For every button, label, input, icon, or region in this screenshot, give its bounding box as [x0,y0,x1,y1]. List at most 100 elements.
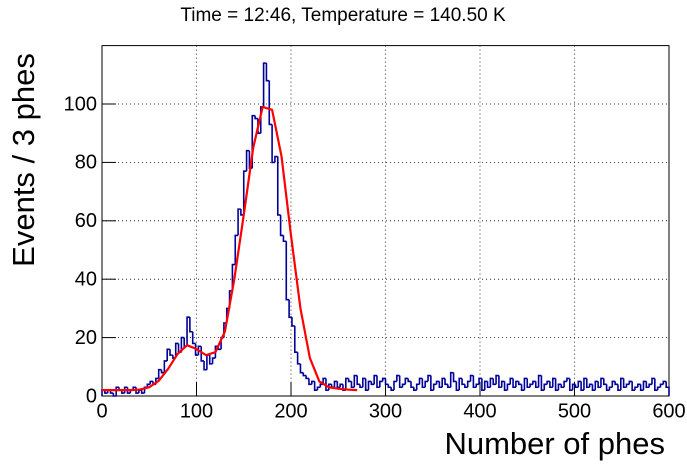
histogram-bin [325,378,329,391]
histogram-bin [597,381,601,389]
histogram-bin [461,378,465,386]
histogram-bin [481,378,485,391]
histogram-bin [651,377,655,385]
histogram-bin [498,375,502,389]
histogram-bin [146,383,151,388]
x-tick-label: 600 [652,400,685,422]
y-tick-label: 60 [75,210,97,232]
histogram-bin [472,375,477,389]
histogram-bin [268,80,273,126]
histogram-bin [622,378,627,389]
histogram-bin [254,115,258,120]
histogram-bin [424,380,429,388]
histogram-bin [645,381,650,389]
histogram-bin [112,393,117,397]
histogram-bin [571,383,576,391]
histogram-bin [517,381,522,386]
histogram-bin [452,372,457,383]
histogram-bin [262,62,267,107]
histogram-bin [608,386,613,391]
histogram-bin [447,384,451,389]
histogram-bin [430,375,434,391]
histogram-bin [316,386,321,391]
histogram-bin [614,381,618,386]
histogram-bin [631,381,635,391]
histogram-bin [620,377,624,391]
histogram-bin [526,378,531,389]
histogram-bin [242,170,247,215]
histogram-bin [444,378,448,386]
histogram-bin [509,377,514,385]
histogram-bin [163,360,168,373]
y-tick-label: 100 [64,93,97,115]
histogram-bin [174,342,179,359]
x-tick-label: 0 [96,400,107,422]
histogram-bin [574,384,579,389]
histogram-bin [432,383,437,391]
x-tick-label: 200 [274,400,307,422]
histogram-bin [628,380,633,385]
histogram-bin [648,383,652,388]
histogram-bin [364,378,369,391]
histogram-bin [356,375,360,386]
histogram-bin [353,374,358,388]
histogram-bin [600,377,604,388]
histogram-bin [563,380,567,388]
histogram-bin [339,383,343,388]
histogram-bin [438,381,443,389]
histogram-bin [637,383,641,388]
histogram-bin [180,336,185,353]
histogram-bin [611,380,616,388]
histogram-bin [347,378,352,383]
histogram-bin [203,360,207,371]
histogram-bin [503,381,508,391]
histogram-bin [540,375,545,391]
histogram-bin [560,384,565,389]
y-tick-label: 40 [75,268,97,290]
histogram-bin [285,241,290,301]
plot-frame [101,45,670,397]
histogram-bin [495,374,499,385]
histogram-bin [520,384,525,391]
histogram-bin [333,380,338,388]
histogram-bin [413,387,417,391]
histogram-bin [336,381,341,389]
histogram-bin [583,377,587,391]
histogram-bin [115,386,120,396]
histogram-bin [157,368,162,379]
histogram-bin [350,381,355,389]
histogram-bin [362,377,366,388]
histogram-bin [271,124,275,164]
histogram-bin [376,375,380,389]
histogram-bin [654,378,658,391]
y-tick-label: 20 [75,327,97,349]
histogram-bin [427,374,431,382]
histogram-bin [194,343,199,356]
histogram-bin [634,386,638,391]
histogram-bin [322,377,326,385]
histogram-bin [557,383,562,391]
histogram-bin [208,355,213,365]
histogram-bin [396,374,400,382]
histogram-bin [189,317,193,333]
histogram-bin [466,380,471,388]
histogram-bin [345,377,349,391]
histogram-bin [500,380,505,388]
histogram-bin [475,383,480,388]
histogram-bin [276,156,281,216]
histogram-bin [665,381,670,396]
histogram-bin [160,369,165,374]
histogram-bin [435,380,440,385]
histogram-bin [529,383,533,388]
histogram-bin [580,381,584,391]
histogram-bin [245,149,250,172]
histogram-bin [659,383,664,388]
histogram-bin [492,378,497,386]
histogram-bin [308,378,312,386]
histogram-bin [367,380,372,391]
histogram-bin [231,263,236,291]
histogram-bin [625,383,630,388]
histogram-bin [594,380,599,391]
histogram-bin [515,380,519,388]
y-tick-label: 80 [75,152,97,174]
